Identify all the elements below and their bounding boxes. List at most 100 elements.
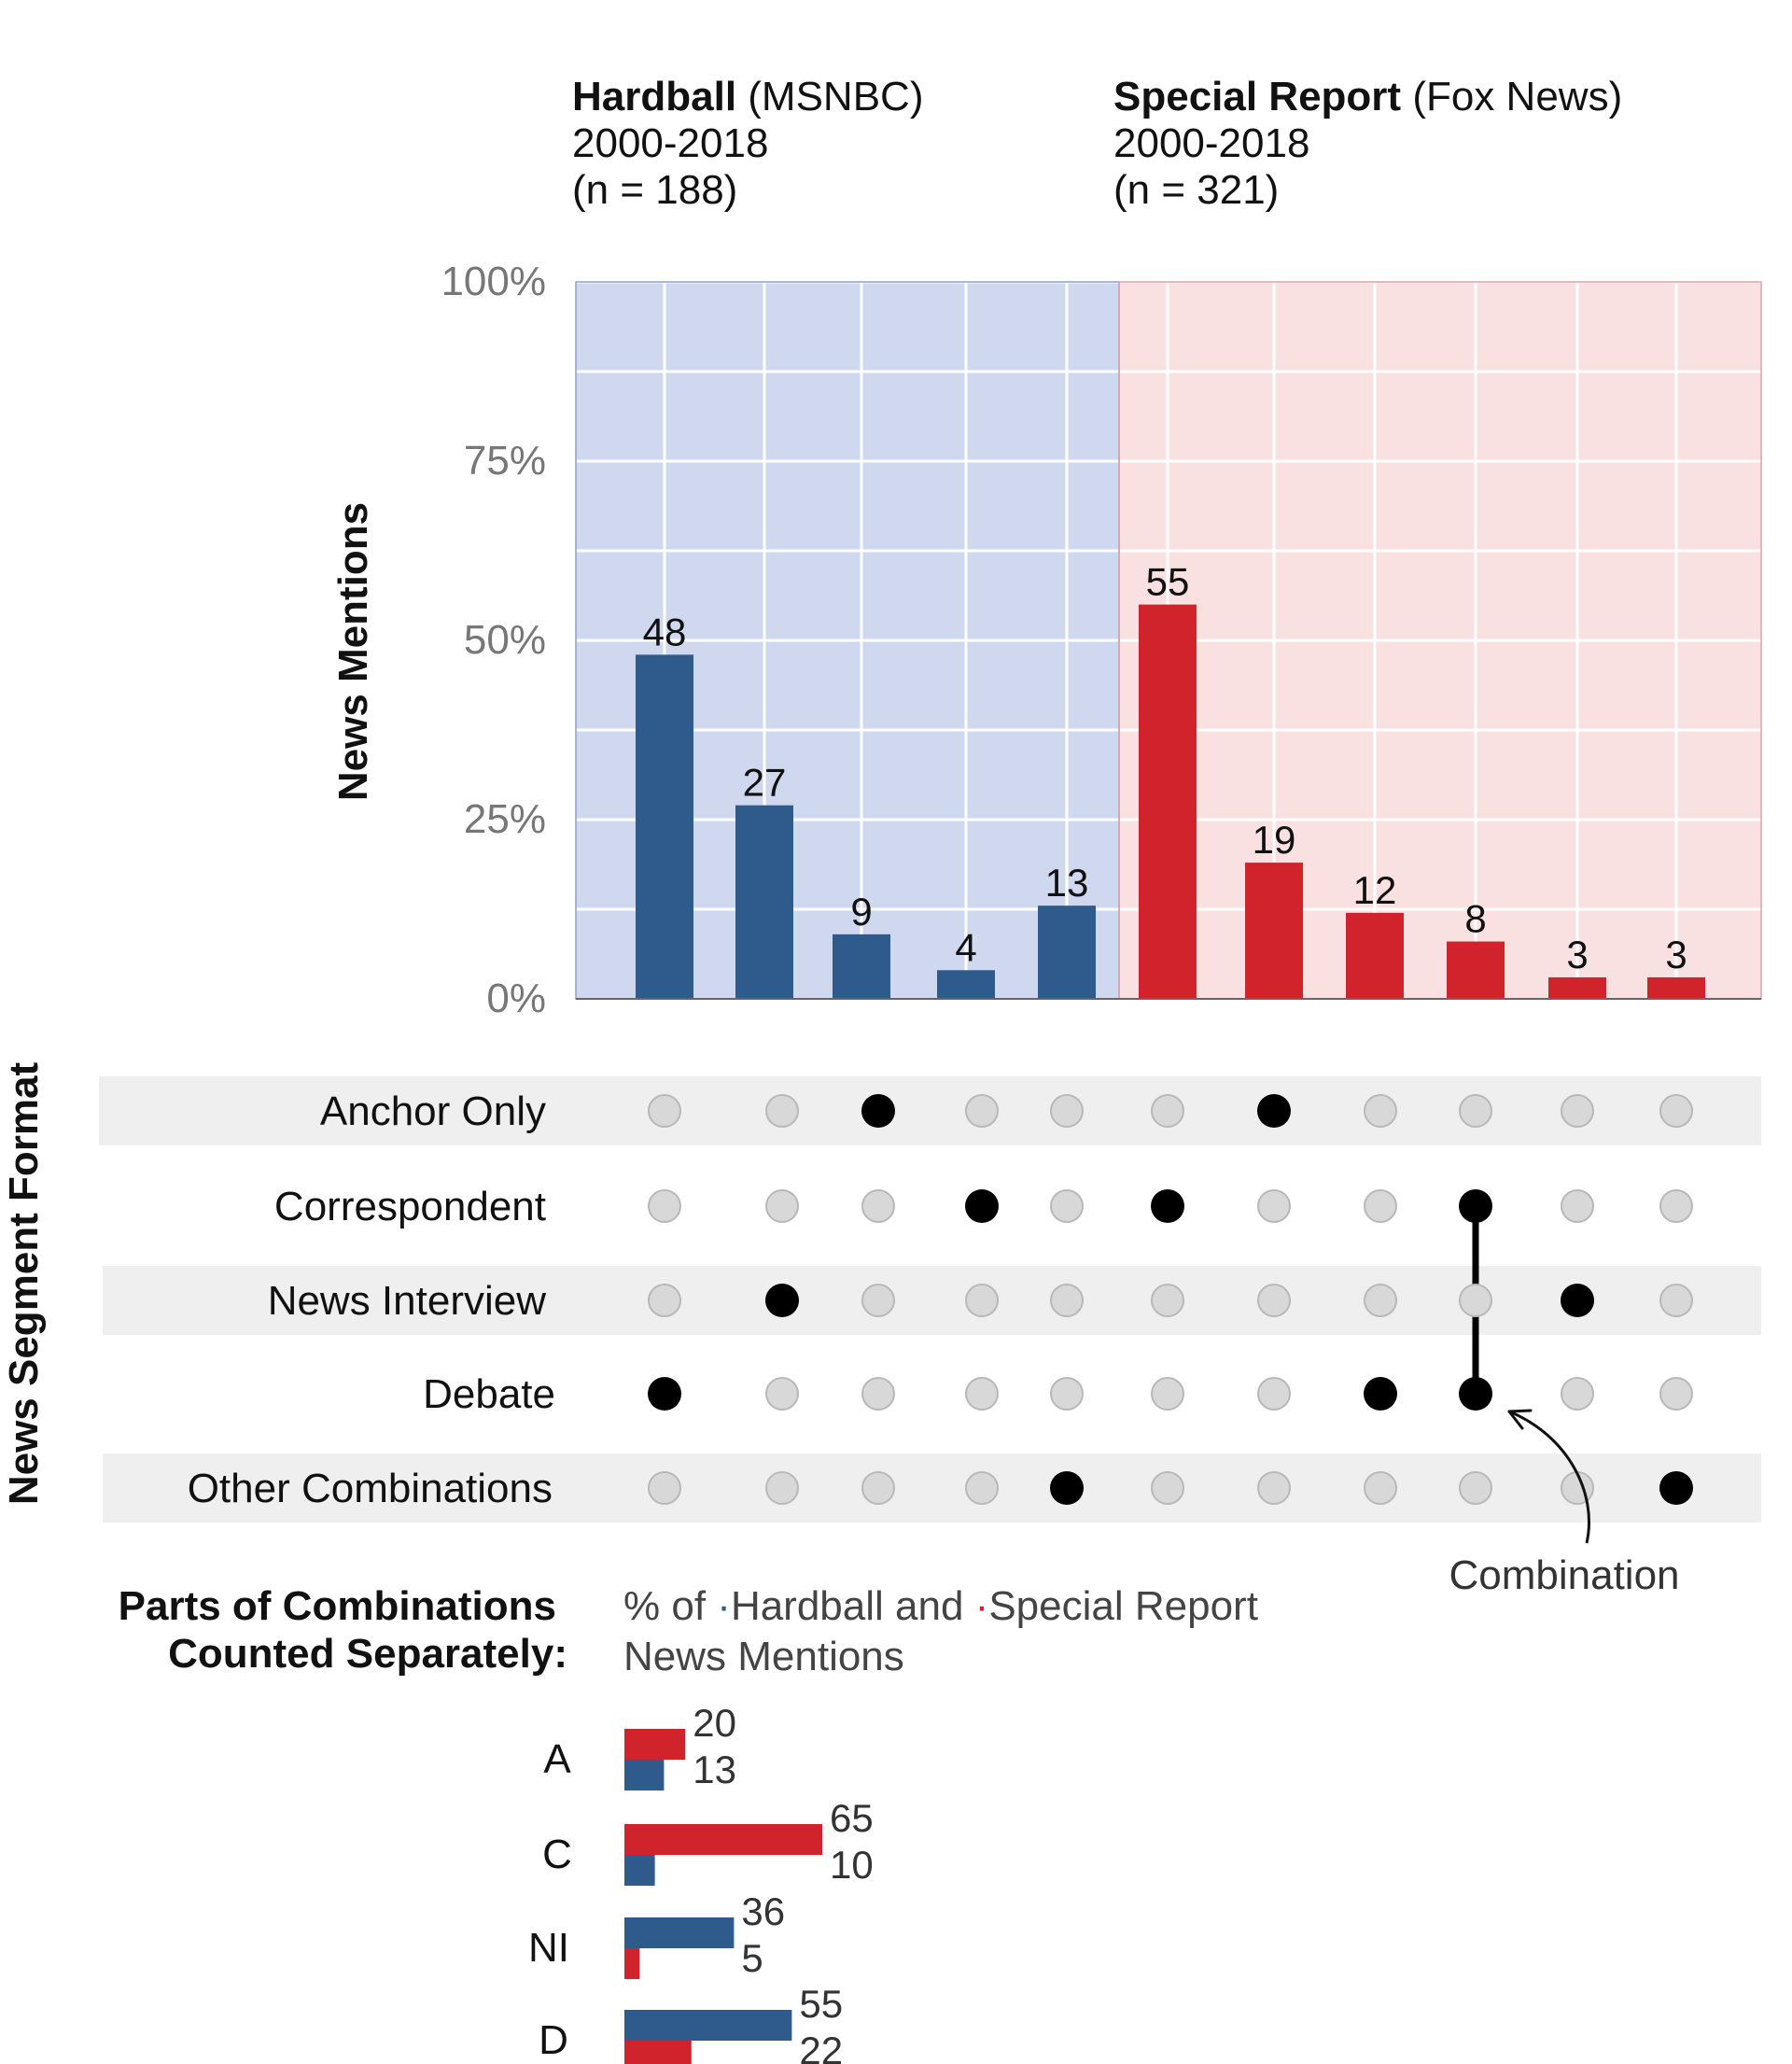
special-report-bar-value-label: 12 bbox=[1353, 868, 1397, 912]
special-report-bar-value-label: 3 bbox=[1566, 933, 1588, 976]
matrix-dot-inactive bbox=[1151, 1094, 1184, 1128]
matrix-dot-inactive bbox=[1561, 1377, 1594, 1411]
special-report-bar bbox=[1447, 941, 1505, 999]
hardball-bar-value-label: 48 bbox=[643, 610, 687, 653]
matrix-dot-inactive bbox=[1151, 1284, 1184, 1317]
matrix-dot-inactive bbox=[1050, 1284, 1084, 1317]
matrix-dot-inactive bbox=[1151, 1377, 1184, 1411]
parts-legend-special: Special Report bbox=[988, 1583, 1258, 1629]
parts-value-special-report: 22 bbox=[799, 2029, 843, 2064]
matrix-dot-inactive bbox=[861, 1284, 895, 1317]
matrix-dot-active bbox=[1257, 1094, 1291, 1128]
matrix-row-label: Anchor Only bbox=[320, 1088, 546, 1134]
parts-bar-hardball bbox=[624, 1855, 655, 1886]
parts-bar-hardball bbox=[624, 1760, 665, 1790]
parts-title-line1: Parts of Combinations bbox=[119, 1583, 556, 1629]
y-axis-label: News Mentions bbox=[330, 502, 376, 801]
parts-legend-special-dot: · bbox=[975, 1583, 989, 1629]
parts-value-hardball: 55 bbox=[799, 1982, 843, 2026]
matrix-dot-inactive bbox=[965, 1284, 999, 1317]
matrix-dot-active bbox=[965, 1189, 999, 1223]
parts-bar-hardball bbox=[624, 2010, 792, 2041]
matrix-dot-inactive bbox=[1364, 1284, 1397, 1317]
matrix-title: News Segment Format bbox=[1, 1061, 47, 1505]
matrix-dot-inactive bbox=[1257, 1284, 1291, 1317]
matrix-dot-active bbox=[765, 1284, 799, 1317]
hardball-bar-value-label: 9 bbox=[850, 890, 872, 934]
matrix-dot-inactive bbox=[765, 1377, 799, 1411]
parts-category-label: C bbox=[542, 1832, 572, 1877]
parts-value-hardball: 10 bbox=[830, 1843, 874, 1887]
matrix-dot-active bbox=[1364, 1377, 1397, 1411]
parts-bar-special-report bbox=[624, 1729, 686, 1760]
special-report-bar bbox=[1346, 912, 1404, 999]
matrix-dot-active bbox=[861, 1094, 895, 1128]
y-tick-label: 100% bbox=[441, 259, 546, 304]
plot-area: 0% 25% 50% 75% 100% 48 27 9 4 13 55 19 12 8 3 3 bbox=[441, 259, 1762, 1021]
matrix-dot-inactive bbox=[1459, 1471, 1492, 1505]
matrix-dot-inactive bbox=[861, 1189, 895, 1223]
matrix-dot-active bbox=[1459, 1377, 1492, 1411]
hardball-header-network: (MSNBC) bbox=[736, 74, 923, 119]
matrix-dot-active bbox=[1459, 1189, 1492, 1223]
hardball-bar bbox=[1038, 906, 1096, 999]
matrix-dot-inactive bbox=[1257, 1189, 1291, 1223]
parts-title-line2: Counted Separately: bbox=[168, 1631, 567, 1677]
special-report-bar bbox=[1139, 604, 1197, 999]
format-matrix: Anchor Only Correspondent News Interview De… bbox=[99, 1076, 1761, 1598]
special-report-header-network: (Fox News) bbox=[1401, 74, 1622, 119]
y-tick-label: 75% bbox=[464, 438, 546, 484]
matrix-dot-inactive bbox=[1257, 1471, 1291, 1505]
combination-annotation-label: Combination bbox=[1449, 1552, 1679, 1598]
matrix-row-label: Correspondent bbox=[274, 1184, 546, 1229]
matrix-dot-inactive bbox=[765, 1094, 799, 1128]
parts-category-label: D bbox=[539, 2017, 568, 2063]
matrix-dot-inactive bbox=[765, 1471, 799, 1505]
matrix-dot-inactive bbox=[1561, 1189, 1594, 1223]
matrix-dot-inactive bbox=[648, 1094, 681, 1128]
matrix-row-label: Other Combinations bbox=[188, 1466, 553, 1511]
special-report-header-title: Special Report (Fox News) bbox=[1113, 74, 1622, 119]
y-tick-label: 0% bbox=[486, 976, 546, 1021]
matrix-dot-inactive bbox=[1050, 1377, 1084, 1411]
matrix-dot-active bbox=[648, 1377, 681, 1411]
hardball-bar bbox=[833, 934, 890, 999]
parts-value-hardball: 13 bbox=[693, 1748, 736, 1791]
matrix-dot-active bbox=[1659, 1471, 1693, 1505]
matrix-dot-inactive bbox=[648, 1284, 681, 1317]
matrix-dot-inactive bbox=[1050, 1189, 1084, 1223]
parts-category-label: NI bbox=[528, 1925, 569, 1971]
matrix-dot-inactive bbox=[1364, 1094, 1397, 1128]
hardball-bar bbox=[937, 970, 995, 999]
parts-legend-line2: News Mentions bbox=[623, 1634, 904, 1679]
matrix-dot-inactive bbox=[1659, 1189, 1693, 1223]
matrix-dot-active bbox=[1561, 1284, 1594, 1317]
matrix-dot-inactive bbox=[765, 1189, 799, 1223]
special-report-bar bbox=[1647, 976, 1705, 999]
parts-bar-special-report bbox=[624, 1824, 822, 1855]
matrix-dot-inactive bbox=[1364, 1189, 1397, 1223]
matrix-dot-inactive bbox=[965, 1094, 999, 1128]
parts-legend-hardball-dot: · bbox=[717, 1583, 731, 1629]
hardball-bar-value-label: 13 bbox=[1045, 861, 1089, 905]
parts-bar-hardball bbox=[624, 1917, 735, 1948]
matrix-dot-inactive bbox=[965, 1471, 999, 1505]
matrix-dot-inactive bbox=[648, 1189, 681, 1223]
special-report-bar-value-label: 3 bbox=[1665, 933, 1687, 976]
matrix-dot-inactive bbox=[1459, 1284, 1492, 1317]
matrix-dot-inactive bbox=[1364, 1471, 1397, 1505]
hardball-header-bold: Hardball bbox=[572, 74, 736, 119]
hardball-bar-value-label: 4 bbox=[955, 925, 976, 969]
matrix-dot-inactive bbox=[1151, 1471, 1184, 1505]
special-report-header-n: (n = 321) bbox=[1113, 167, 1279, 213]
parts-bar-special-report bbox=[624, 1948, 640, 1979]
special-report-bar-value-label: 19 bbox=[1253, 818, 1296, 862]
y-tick-label: 50% bbox=[464, 617, 546, 663]
special-report-bar-value-label: 55 bbox=[1146, 560, 1190, 604]
matrix-dot-inactive bbox=[1659, 1284, 1693, 1317]
y-tick-label: 25% bbox=[464, 796, 546, 842]
matrix-dot-active bbox=[1151, 1189, 1184, 1223]
parts-legend-prefix: % of bbox=[623, 1583, 717, 1629]
parts-value-special-report: 65 bbox=[830, 1796, 874, 1840]
